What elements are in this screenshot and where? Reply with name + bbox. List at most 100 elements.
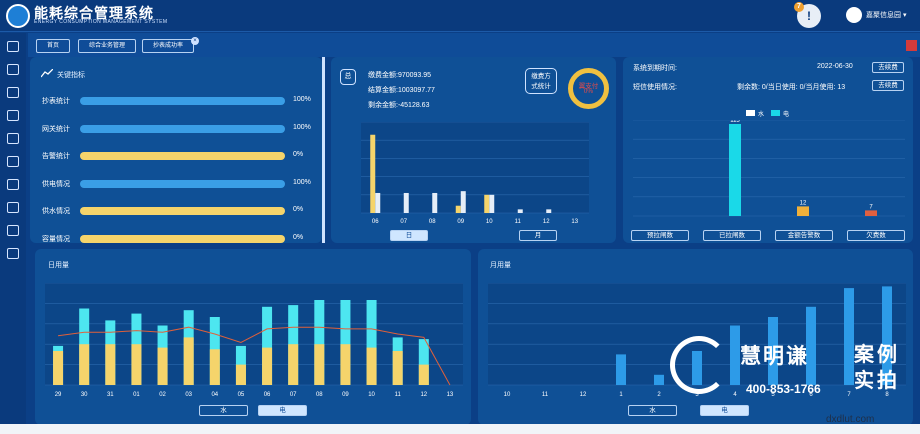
x-tick-label: 11 [395, 392, 402, 398]
legend-water-swatch [746, 110, 755, 116]
x-tick-label: 08 [316, 392, 323, 398]
tab-home[interactable]: 首页 [36, 39, 70, 53]
folder-icon[interactable] [7, 87, 19, 98]
arrears-button[interactable]: 欠费数 [847, 230, 905, 241]
renew-button[interactable]: 去续费 [872, 62, 904, 73]
x-tick-label: 2 [657, 392, 661, 398]
legend-electric-swatch [771, 110, 780, 116]
chart-line-icon[interactable] [7, 179, 19, 190]
payment-bar [370, 134, 376, 213]
x-tick-label: 06 [264, 392, 271, 398]
sms-usage: 剩余数: 0/当日使用: 0/当月使用: 13 [737, 84, 846, 91]
footer-strip [0, 424, 920, 434]
payment-bar [517, 209, 523, 213]
sms-renew-button[interactable]: 去续费 [872, 80, 904, 91]
monthly-bar [654, 374, 664, 385]
x-tick-label: 02 [159, 392, 166, 398]
paid-amount: 缴费金额:970093.95 [368, 72, 432, 79]
tab-business-management[interactable]: 综合业务管理 [78, 39, 136, 53]
gallery-icon[interactable] [7, 248, 19, 259]
payment-chart: 06 07 08 09 10 11 12 13 [361, 122, 589, 225]
bar-value-label: 115 [730, 120, 740, 124]
monitor-icon[interactable] [7, 133, 19, 144]
daily-bar-base [79, 344, 90, 385]
kpi-label: 告警统计 [42, 153, 70, 160]
daily-bar-base [288, 344, 299, 385]
monthly-bar [882, 286, 892, 385]
alert-bar [729, 124, 741, 216]
watermark-phone: 400-853-1766 [746, 382, 821, 396]
daily-bar-total [366, 300, 377, 385]
kpi-percent: 100% [293, 96, 311, 103]
payment-bar [484, 194, 490, 213]
kpi-bar [80, 152, 285, 160]
user-avatar-icon[interactable] [846, 7, 862, 23]
kpi-scrollbar[interactable] [322, 57, 325, 243]
user-menu[interactable]: 嘉聚信息园 ▾ [866, 12, 907, 19]
alert-bar [797, 206, 809, 216]
alert-icon: ! [807, 9, 811, 23]
x-tick-label: 30 [81, 392, 88, 398]
fullscreen-icon[interactable] [906, 40, 917, 51]
legend-electric: 电 [783, 112, 790, 118]
daily-water-button[interactable]: 水 [199, 405, 248, 416]
tab-meter-success-rate[interactable]: 抄表成功率 [142, 39, 194, 53]
daily-bar-total [418, 339, 429, 385]
x-tick-label: 1 [619, 392, 623, 398]
pre-cutoff-button[interactable]: 预拉闸数 [631, 230, 689, 241]
daily-bar-total [340, 300, 351, 385]
x-tick-label: 09 [457, 219, 464, 225]
payment-donut: 翼支付 0% [568, 68, 609, 109]
watermark: 慧明谦 400-853-1766 案例 实拍 [668, 330, 908, 410]
daily-bar-base [131, 344, 142, 385]
daily-title: 日用量 [48, 262, 69, 269]
document-icon[interactable] [7, 202, 19, 213]
cutoff-button[interactable]: 已拉闸数 [703, 230, 761, 241]
trend-icon [41, 69, 53, 78]
alert-button[interactable]: ! 7 [794, 2, 821, 28]
x-tick-label: 10 [486, 219, 493, 225]
image-icon[interactable] [7, 64, 19, 75]
expire-date: 2022-06-30 [817, 63, 853, 70]
daily-bar-base [314, 344, 325, 385]
x-tick-label: 12 [543, 219, 550, 225]
donut-percent: 0% [583, 88, 594, 95]
tab-close-icon[interactable]: × [191, 37, 199, 45]
daily-bar-base [183, 337, 194, 385]
kpi-label: 网关统计 [42, 125, 70, 133]
monthly-electric-button[interactable]: 电 [700, 405, 749, 416]
kpi-panel: 关键指标 抄表统计 100% 网关统计 100% 告警统计 0% 供电情况 100% 供水情况 0… [30, 57, 322, 243]
menu-icon[interactable] [7, 41, 19, 52]
payment-bar [403, 192, 409, 213]
x-tick-label: 01 [133, 392, 140, 398]
x-tick-label: 7 [847, 392, 851, 398]
x-tick-label: 10 [504, 392, 511, 398]
alert-bar [865, 210, 877, 216]
settings-icon[interactable] [7, 110, 19, 121]
day-button[interactable]: 日 [390, 230, 428, 241]
alert-count-chart: 115 12 7 [633, 120, 905, 217]
daily-bar-base [157, 347, 168, 385]
amount-alert-button[interactable]: 金额告警数 [775, 230, 833, 241]
kpi-percent: 0% [293, 233, 304, 241]
daily-bar-base [235, 364, 246, 385]
payment-bar [375, 192, 381, 213]
site-url: dxdlut.com [826, 414, 875, 425]
legend-water: 水 [758, 112, 765, 118]
download-icon[interactable] [7, 156, 19, 167]
daily-electric-button[interactable]: 电 [258, 405, 307, 416]
x-tick-label: 3 [695, 392, 699, 398]
monthly-bar [806, 306, 816, 385]
x-tick-label: 10 [368, 392, 375, 398]
grid-icon[interactable] [7, 225, 19, 236]
daily-usage-chart: 29 30 31 01 02 03 04 05 06 07 08 09 10 11 12 13 [45, 283, 463, 398]
monthly-water-button[interactable]: 水 [628, 405, 677, 416]
month-button[interactable]: 月 [519, 230, 557, 241]
kpi-bar [80, 234, 285, 243]
x-tick-label: 07 [400, 219, 407, 225]
payment-method-button[interactable]: 缴费方 式统计 [525, 68, 557, 94]
x-tick-label: 11 [515, 219, 522, 225]
payment-bar [455, 205, 461, 213]
plot-area [361, 122, 589, 213]
monthly-bar [768, 317, 778, 385]
